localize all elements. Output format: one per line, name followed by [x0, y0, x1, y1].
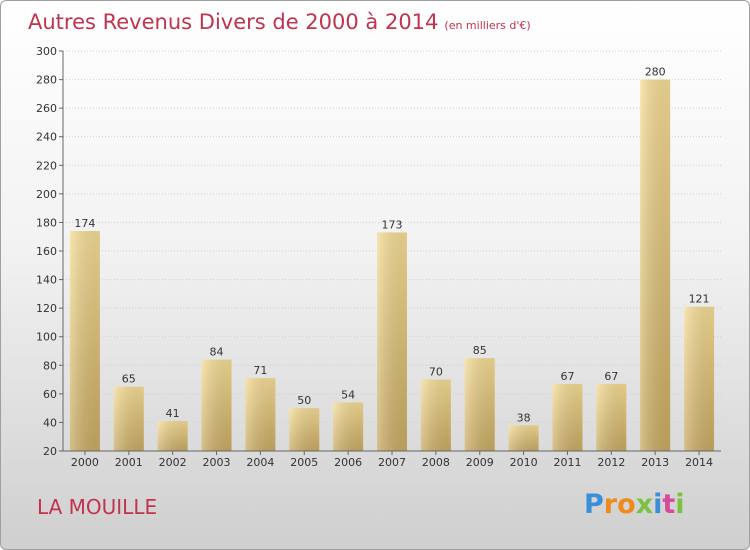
x-tick-label: 2006: [334, 456, 362, 469]
data-label: 65: [122, 373, 136, 386]
bar-2011[interactable]: [552, 383, 583, 451]
data-label: 85: [473, 344, 487, 357]
bar-shade: [113, 386, 144, 451]
x-tick-label: 2011: [553, 456, 581, 469]
data-label: 38: [517, 411, 531, 424]
bar-2000[interactable]: [69, 231, 100, 451]
bar-2006[interactable]: [333, 402, 364, 451]
chart-title-text: Autres Revenus Divers de 2000 à 2014: [28, 10, 439, 34]
bar-2010[interactable]: [508, 425, 539, 451]
x-tick-label: 2002: [159, 456, 187, 469]
y-tick-label: 120: [36, 302, 57, 315]
logo-letter: x: [635, 489, 654, 520]
logo-letter: P: [584, 489, 604, 520]
x-tick-label: 2005: [290, 456, 318, 469]
bar-2002[interactable]: [157, 421, 188, 451]
data-label: 41: [166, 407, 180, 420]
y-tick-label: 140: [36, 274, 57, 287]
y-tick-label: 240: [36, 131, 57, 144]
data-label: 67: [560, 370, 574, 383]
data-label: 84: [210, 346, 224, 359]
x-tick-label: 2014: [685, 456, 713, 469]
data-label: 67: [604, 370, 618, 383]
data-label: 121: [689, 293, 710, 306]
bar-shade: [377, 232, 407, 451]
data-label: 280: [645, 66, 666, 79]
bar-shade: [333, 402, 364, 451]
y-tick-label: 280: [36, 74, 57, 87]
x-tick-label: 2007: [378, 456, 406, 469]
y-tick-label: 180: [36, 216, 57, 229]
y-tick-label: 220: [36, 159, 57, 172]
x-tick-label: 2008: [422, 456, 450, 469]
data-label: 173: [382, 218, 403, 231]
bar-shade: [157, 421, 188, 451]
y-tick-label: 200: [36, 188, 57, 201]
y-tick-label: 80: [43, 359, 57, 372]
y-tick-label: 60: [43, 388, 57, 401]
y-tick-label: 100: [36, 331, 57, 344]
bar-2003[interactable]: [201, 359, 232, 451]
y-tick-label: 40: [43, 416, 57, 429]
logo-letter: t: [662, 489, 676, 520]
x-tick-label: 2013: [641, 456, 669, 469]
bar-shade: [69, 231, 100, 451]
logo-letter: o: [617, 489, 636, 520]
y-tick-label: 300: [36, 45, 57, 58]
x-tick-label: 2000: [71, 456, 99, 469]
commune-name: LA MOUILLE: [37, 495, 158, 519]
bar-shade: [596, 383, 627, 451]
bar-shade: [684, 306, 715, 451]
x-tick-label: 2001: [115, 456, 143, 469]
bar-2012[interactable]: [596, 383, 627, 451]
bar-shade: [508, 425, 539, 451]
x-tick-label: 2010: [510, 456, 538, 469]
data-label: 50: [297, 394, 311, 407]
bar-2007[interactable]: [377, 232, 407, 451]
y-tick-label: 160: [36, 245, 57, 258]
logo-letter: r: [603, 489, 618, 520]
bar-shade: [464, 358, 495, 451]
bar-shade: [201, 359, 232, 451]
chart-title: Autres Revenus Divers de 2000 à 2014 (en …: [28, 10, 531, 34]
proxiti-logo[interactable]: Proxiti: [584, 489, 685, 520]
bar-2009[interactable]: [464, 358, 495, 451]
bar-shade: [420, 379, 451, 451]
bar-2014[interactable]: [684, 306, 715, 451]
data-label: 70: [429, 366, 443, 379]
bar-2008[interactable]: [420, 379, 451, 451]
bar-shade: [640, 79, 671, 452]
data-label: 71: [253, 364, 267, 377]
y-tick-label: 260: [36, 102, 57, 115]
x-tick-label: 2012: [597, 456, 625, 469]
bar-2001[interactable]: [113, 386, 144, 451]
bar-shade: [245, 378, 276, 451]
x-tick-label: 2009: [466, 456, 494, 469]
data-label: 54: [341, 388, 355, 401]
chart-unit-note: (en milliers d'€): [444, 19, 531, 32]
bar-2004[interactable]: [245, 378, 276, 451]
y-tick-label: 20: [43, 445, 57, 458]
bar-2013[interactable]: [640, 79, 671, 452]
logo-letter: i: [653, 489, 663, 520]
bar-shade: [552, 383, 583, 451]
x-tick-label: 2004: [246, 456, 274, 469]
bar-shade: [289, 408, 320, 451]
data-label: 174: [74, 217, 95, 230]
logo-letter: i: [675, 489, 685, 520]
bar-2005[interactable]: [289, 408, 320, 451]
x-tick-label: 2003: [203, 456, 231, 469]
